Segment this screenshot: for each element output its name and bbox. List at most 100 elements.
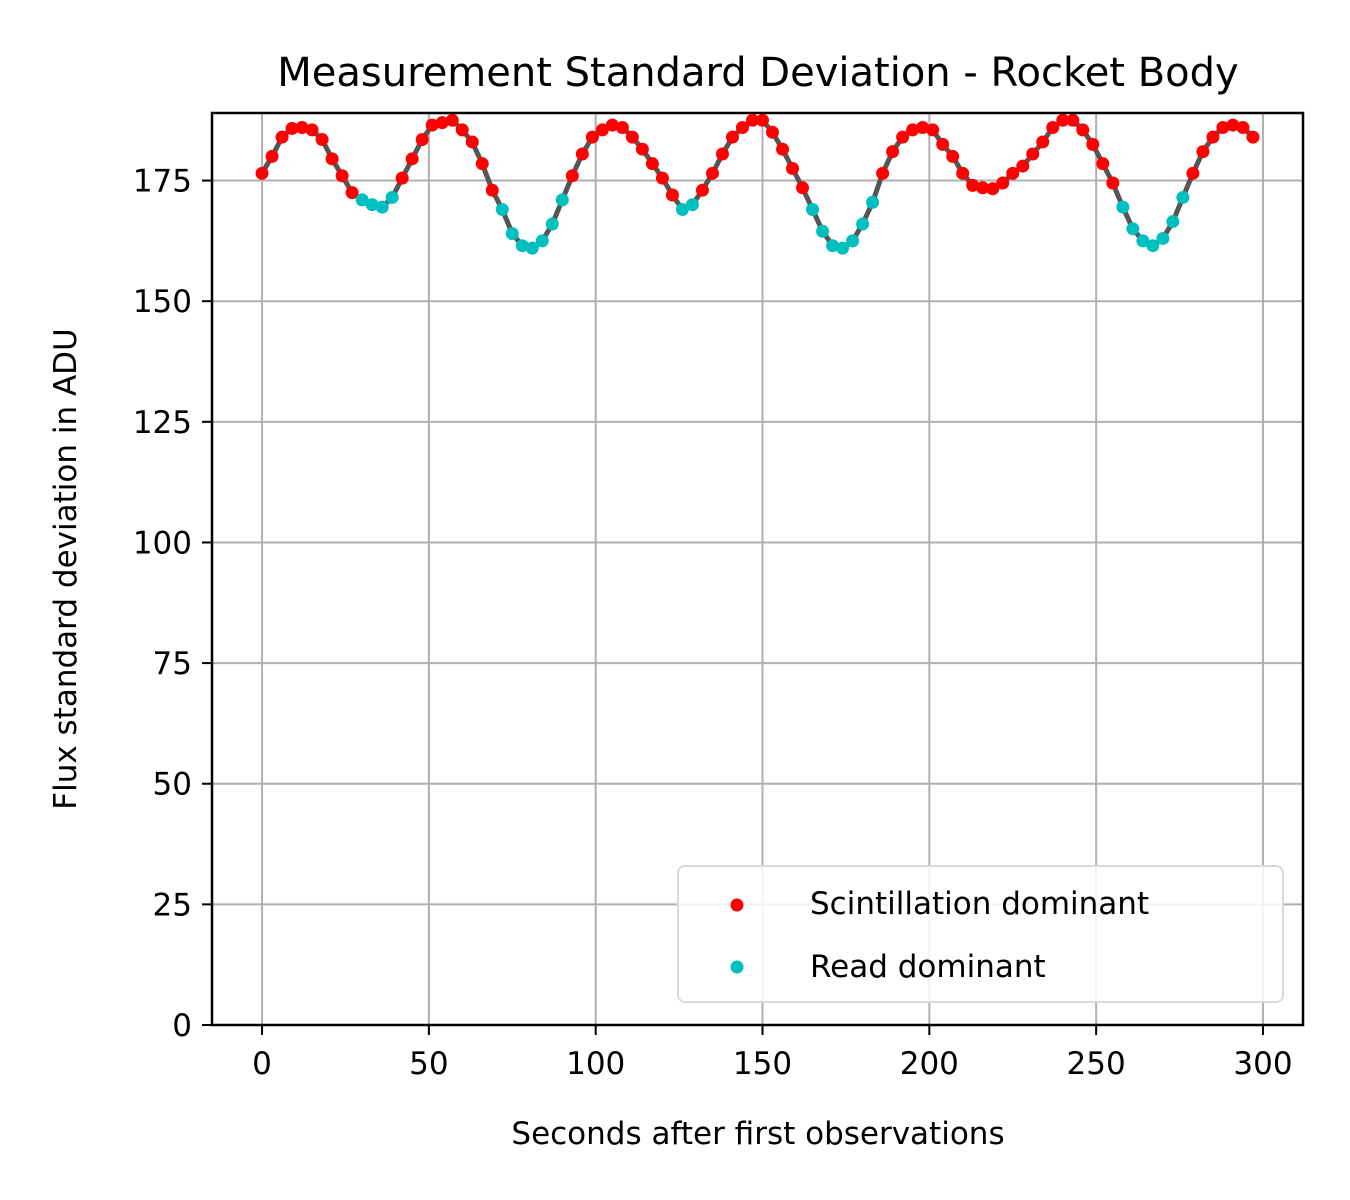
- point-scintillation-dominant: [946, 149, 960, 163]
- point-scintillation-dominant: [1106, 176, 1120, 190]
- point-scintillation-dominant: [886, 145, 900, 159]
- point-read-dominant: [675, 203, 689, 217]
- point-scintillation-dominant: [725, 130, 739, 144]
- legend-marker-scintillation: [730, 898, 744, 912]
- y-tick-label: 50: [153, 767, 192, 803]
- point-scintillation-dominant: [395, 171, 409, 185]
- point-read-dominant: [1156, 231, 1170, 245]
- point-scintillation-dominant: [745, 113, 759, 127]
- point-scintillation-dominant: [615, 120, 629, 134]
- x-tick-label: 50: [409, 1046, 448, 1082]
- plot-frame: [210, 111, 1305, 1027]
- point-read-dominant: [806, 203, 820, 217]
- point-scintillation-dominant: [1026, 147, 1040, 161]
- point-scintillation-dominant: [455, 123, 469, 137]
- y-axis-label: Flux standard deviation in ADU: [48, 328, 84, 809]
- point-scintillation-dominant: [1246, 130, 1260, 144]
- point-read-dominant: [545, 217, 559, 231]
- point-scintillation-dominant: [756, 113, 770, 127]
- point-scintillation-dominant: [305, 123, 319, 137]
- y-tick-label: 25: [153, 887, 192, 923]
- y-tick-label: 125: [133, 405, 192, 441]
- point-scintillation-dominant: [896, 130, 910, 144]
- point-scintillation-dominant: [966, 178, 980, 192]
- point-scintillation-dominant: [1006, 166, 1020, 180]
- point-scintillation-dominant: [475, 157, 489, 171]
- point-scintillation-dominant: [405, 152, 419, 166]
- chart-title: Measurement Standard Deviation - Rocket …: [277, 50, 1238, 96]
- y-tick-label: 0: [172, 1008, 192, 1044]
- point-scintillation-dominant: [645, 157, 659, 171]
- point-scintillation-dominant: [575, 147, 589, 161]
- point-scintillation-dominant: [776, 142, 790, 156]
- x-axis-label: Seconds after first observations: [511, 1116, 1004, 1152]
- point-scintillation-dominant: [635, 142, 649, 156]
- point-scintillation-dominant: [425, 118, 439, 132]
- point-scintillation-dominant: [996, 176, 1010, 190]
- x-tick-label: 200: [900, 1046, 959, 1082]
- point-scintillation-dominant: [916, 120, 930, 134]
- point-read-dominant: [1166, 215, 1180, 229]
- point-read-dominant: [375, 200, 389, 214]
- point-read-dominant: [816, 224, 830, 238]
- point-scintillation-dominant: [435, 116, 449, 130]
- point-scintillation-dominant: [735, 120, 749, 134]
- point-scintillation-dominant: [465, 135, 479, 149]
- point-scintillation-dominant: [715, 147, 729, 161]
- point-scintillation-dominant: [1016, 159, 1030, 173]
- point-read-dominant: [1136, 234, 1150, 248]
- point-scintillation-dominant: [1046, 120, 1060, 134]
- point-scintillation-dominant: [605, 118, 619, 132]
- point-scintillation-dominant: [705, 166, 719, 180]
- legend-marker-read: [730, 960, 744, 974]
- y-tick-label: 100: [133, 525, 192, 561]
- point-scintillation-dominant: [1086, 137, 1100, 151]
- point-scintillation-dominant: [565, 169, 579, 183]
- legend-label-read: Read dominant: [810, 949, 1046, 985]
- point-scintillation-dominant: [906, 123, 920, 137]
- x-tick-label: 100: [566, 1046, 625, 1082]
- point-scintillation-dominant: [275, 130, 289, 144]
- point-scintillation-dominant: [415, 133, 429, 147]
- point-scintillation-dominant: [1056, 113, 1070, 127]
- point-read-dominant: [866, 195, 880, 209]
- x-tick-label: 0: [252, 1046, 272, 1082]
- point-scintillation-dominant: [345, 186, 359, 200]
- point-read-dominant: [685, 198, 699, 212]
- x-tick-label: 300: [1233, 1046, 1292, 1082]
- point-scintillation-dominant: [585, 130, 599, 144]
- point-scintillation-dominant: [1226, 118, 1240, 132]
- point-scintillation-dominant: [1076, 123, 1090, 137]
- point-read-dominant: [505, 227, 519, 241]
- point-read-dominant: [826, 239, 840, 253]
- point-scintillation-dominant: [335, 169, 349, 183]
- point-scintillation-dominant: [315, 133, 329, 147]
- point-scintillation-dominant: [926, 123, 940, 137]
- point-scintillation-dominant: [695, 183, 709, 197]
- point-scintillation-dominant: [1236, 120, 1250, 134]
- point-read-dominant: [555, 193, 569, 207]
- legend-box: [677, 865, 1284, 1003]
- point-read-dominant: [495, 203, 509, 217]
- point-read-dominant: [535, 234, 549, 248]
- point-read-dominant: [365, 198, 379, 212]
- ticks-group: 0 50 100 150 200 250 300 0 25 50 75 100 125 150 175: [133, 164, 1293, 1082]
- legend: Scintillation dominant Read dominant: [677, 865, 1284, 1003]
- point-read-dominant: [836, 241, 850, 255]
- point-scintillation-dominant: [665, 188, 679, 202]
- point-scintillation-dominant: [265, 149, 279, 163]
- point-scintillation-dominant: [1206, 130, 1220, 144]
- point-read-dominant: [1126, 222, 1140, 236]
- point-scintillation-dominant: [796, 181, 810, 195]
- point-scintillation-dominant: [1066, 113, 1080, 127]
- point-read-dominant: [515, 239, 529, 253]
- y-tick-label: 75: [153, 646, 192, 682]
- point-scintillation-dominant: [766, 125, 780, 139]
- point-scintillation-dominant: [595, 123, 609, 137]
- point-read-dominant: [525, 241, 539, 255]
- point-scintillation-dominant: [976, 181, 990, 195]
- point-scintillation-dominant: [1186, 166, 1200, 180]
- point-scintillation-dominant: [485, 183, 499, 197]
- point-scintillation-dominant: [876, 166, 890, 180]
